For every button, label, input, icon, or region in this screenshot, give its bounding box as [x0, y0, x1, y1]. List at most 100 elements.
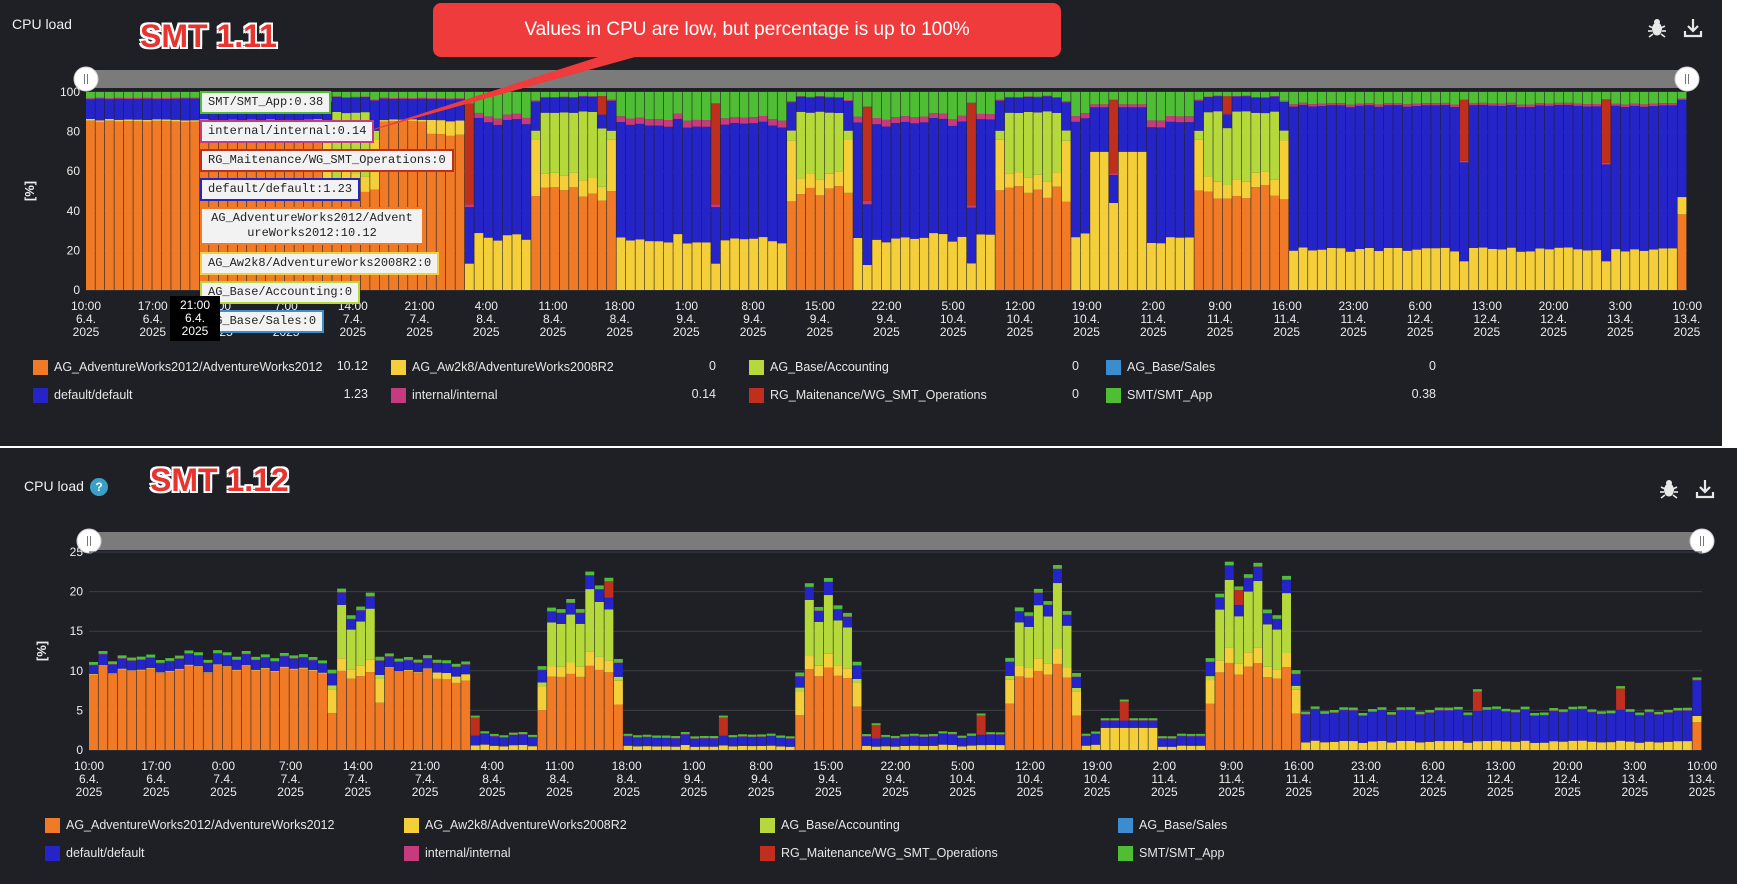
bar-segment[interactable] — [346, 669, 356, 679]
bar-segment[interactable] — [461, 664, 471, 675]
bar-segment[interactable] — [699, 738, 709, 747]
bar-segment[interactable] — [768, 92, 777, 120]
bar-segment[interactable] — [1453, 740, 1463, 750]
bar-segment[interactable] — [1129, 727, 1139, 750]
bar-segment[interactable] — [613, 704, 623, 750]
bar-segment[interactable] — [1336, 248, 1346, 290]
bar-segment[interactable] — [575, 613, 585, 624]
bar-segment[interactable] — [578, 196, 588, 290]
bar-segment[interactable] — [1488, 105, 1497, 249]
bar-segment[interactable] — [1147, 120, 1156, 128]
bar-segment[interactable] — [1072, 715, 1082, 750]
bar-segment[interactable] — [834, 97, 844, 98]
bar-segment[interactable] — [1110, 720, 1120, 728]
bar-segment[interactable] — [1129, 718, 1139, 721]
bar-segment[interactable] — [654, 119, 664, 126]
bar-segment[interactable] — [1167, 736, 1177, 739]
bar-segment[interactable] — [1620, 251, 1630, 290]
bar-segment[interactable] — [1317, 249, 1327, 290]
bar-segment[interactable] — [161, 92, 171, 98]
bar-segment[interactable] — [1289, 250, 1298, 290]
bar-segment[interactable] — [1270, 92, 1280, 97]
bar-segment[interactable] — [1644, 741, 1654, 750]
bar-segment[interactable] — [1062, 667, 1072, 678]
bar-segment[interactable] — [474, 117, 484, 234]
bar-segment[interactable] — [123, 92, 133, 98]
bar-segment[interactable] — [1232, 92, 1242, 97]
bar-segment[interactable] — [663, 242, 673, 290]
bar-segment[interactable] — [184, 664, 194, 666]
bar-segment[interactable] — [550, 97, 560, 113]
bar-segment[interactable] — [881, 737, 891, 747]
bar-segment[interactable] — [1262, 609, 1272, 614]
bar-segment[interactable] — [1520, 709, 1530, 741]
bar-segment[interactable] — [1415, 714, 1425, 743]
bar-segment[interactable] — [787, 92, 796, 102]
bar-segment[interactable] — [776, 746, 786, 750]
bar-segment[interactable] — [559, 190, 569, 290]
bar-segment[interactable] — [862, 734, 872, 737]
bar-segment[interactable] — [1137, 92, 1147, 105]
bar-segment[interactable] — [1393, 92, 1403, 103]
bar-segment[interactable] — [108, 661, 118, 665]
bar-segment[interactable] — [1203, 191, 1213, 290]
bug-icon[interactable] — [1658, 478, 1680, 500]
bar-segment[interactable] — [1625, 741, 1635, 750]
bar-segment[interactable] — [1516, 107, 1526, 252]
bar-segment[interactable] — [1014, 665, 1024, 677]
bar-segment[interactable] — [730, 122, 740, 239]
bar-segment[interactable] — [957, 236, 967, 290]
bar-segment[interactable] — [1165, 116, 1175, 122]
bar-segment[interactable] — [521, 124, 531, 240]
bar-segment[interactable] — [1196, 745, 1206, 750]
bar-segment[interactable] — [308, 657, 318, 660]
bar-segment[interactable] — [578, 180, 588, 197]
bar-segment[interactable] — [1251, 92, 1261, 98]
bar-segment[interactable] — [718, 717, 728, 736]
legend-item[interactable]: SMT/SMT_App — [1118, 844, 1224, 862]
bar-segment[interactable] — [1005, 657, 1015, 662]
bar-segment[interactable] — [711, 263, 721, 290]
bar-segment[interactable] — [881, 126, 891, 243]
bar-segment[interactable] — [341, 97, 351, 98]
bar-segment[interactable] — [370, 130, 380, 140]
bar-segment[interactable] — [1014, 172, 1024, 187]
bar-segment[interactable] — [853, 116, 863, 123]
bar-segment[interactable] — [1635, 712, 1645, 715]
bar-segment[interactable] — [1243, 652, 1253, 667]
bar-segment[interactable] — [493, 240, 503, 290]
bar-segment[interactable] — [749, 117, 759, 124]
bar-segment[interactable] — [1478, 247, 1488, 290]
bar-segment[interactable] — [174, 658, 184, 669]
bar-segment[interactable] — [1554, 102, 1564, 106]
bar-segment[interactable] — [1639, 92, 1649, 105]
bar-segment[interactable] — [938, 731, 948, 734]
bar-segment[interactable] — [540, 112, 550, 174]
bar-segment[interactable] — [1186, 736, 1196, 746]
bar-segment[interactable] — [597, 96, 607, 115]
bar-segment[interactable] — [843, 627, 852, 669]
bar-segment[interactable] — [356, 676, 366, 750]
bar-segment[interactable] — [720, 124, 730, 241]
bar-segment[interactable] — [318, 660, 328, 664]
bar-segment[interactable] — [758, 115, 768, 122]
bar-segment[interactable] — [1213, 198, 1223, 290]
bar-segment[interactable] — [289, 658, 299, 669]
bar-segment[interactable] — [1396, 707, 1406, 710]
bar-segment[interactable] — [493, 92, 503, 119]
bar-segment[interactable] — [365, 608, 375, 660]
bar-segment[interactable] — [1072, 687, 1082, 692]
bar-segment[interactable] — [537, 686, 547, 711]
bar-segment[interactable] — [165, 671, 175, 750]
bar-segment[interactable] — [351, 112, 361, 174]
legend-item[interactable]: RG_Maitenance/WG_SMT_Operations — [760, 844, 998, 862]
bar-segment[interactable] — [1282, 653, 1291, 668]
bar-segment[interactable] — [1062, 611, 1072, 615]
bar-segment[interactable] — [1080, 113, 1090, 119]
bar-segment[interactable] — [1052, 97, 1062, 113]
bar-segment[interactable] — [351, 97, 361, 113]
bar-segment[interactable] — [900, 745, 910, 750]
bar-segment[interactable] — [1601, 99, 1611, 163]
bar-segment[interactable] — [739, 117, 749, 124]
bar-segment[interactable] — [1043, 601, 1053, 605]
